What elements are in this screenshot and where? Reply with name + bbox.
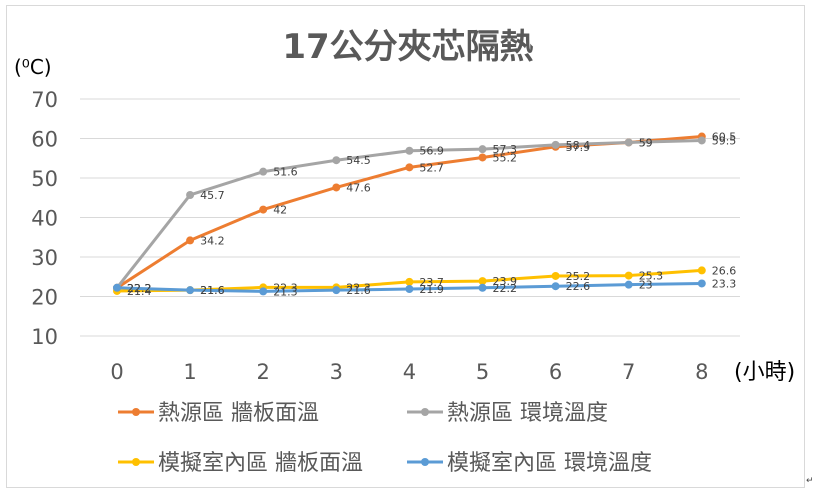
series-line: [116, 135, 702, 290]
data-point: [259, 205, 268, 214]
data-label: 21.9: [419, 283, 444, 296]
data-point: [186, 236, 195, 245]
paragraph-mark: ↵: [806, 476, 813, 486]
legend-label: 模擬室內區 環境溫度: [447, 451, 652, 476]
data-label: 21.6: [200, 284, 225, 297]
data-label: 57.3: [493, 143, 518, 156]
series-group: 22.2 45.7 51.6 54.5 56.9 57.3 58.4 59 59.5: [113, 134, 737, 295]
x-tick-label: 1: [183, 360, 196, 384]
data-point: [186, 190, 195, 199]
data-label: 26.6: [712, 264, 737, 277]
data-label: 51.6: [273, 166, 298, 179]
legend-entry: 熱源區 牆板面溫: [118, 401, 319, 426]
data-label: 55.2: [493, 151, 518, 164]
legend-label: 熱源區 環境溫度: [447, 401, 608, 426]
x-axis-unit-label: (小時): [734, 360, 795, 385]
data-label: 52.7: [419, 161, 444, 174]
data-label: 25.3: [639, 270, 664, 283]
data-label: 21.3: [273, 285, 298, 298]
data-point: [332, 156, 341, 165]
x-tick-label: 6: [549, 360, 562, 384]
legend-swatch-marker: [421, 458, 429, 466]
x-tick-label: 4: [403, 360, 416, 384]
data-point: [259, 167, 268, 176]
x-tick-label: 3: [330, 360, 343, 384]
data-label: 56.9: [419, 145, 444, 158]
data-label: 21.6: [346, 284, 371, 297]
data-label: 22.2: [127, 282, 152, 295]
legend-entry: 模擬室內區 環境溫度: [407, 451, 652, 476]
legend-entry: 熱源區 環境溫度: [407, 401, 608, 426]
x-tick-label: 7: [622, 360, 635, 384]
y-tick-label: 70: [31, 88, 58, 112]
data-label: 23: [639, 279, 653, 292]
data-point: [478, 145, 487, 154]
data-point: [551, 140, 560, 149]
data-label: 23.3: [712, 277, 737, 290]
series-line: [115, 138, 702, 289]
y-tick-label: 10: [31, 325, 58, 349]
y-tick-label: 50: [31, 167, 58, 191]
series-group: 22.2 21.6 21.3 21.6 21.9 22.2 22.6 23 23.3: [113, 277, 736, 298]
data-point: [478, 283, 487, 292]
legend-label: 熱源區 牆板面溫: [158, 401, 319, 426]
y-tick-label: 30: [31, 246, 58, 270]
data-point: [332, 183, 341, 192]
legend-swatch-marker: [132, 408, 140, 416]
x-tick-label: 8: [695, 360, 708, 384]
data-label: 22.2: [493, 282, 518, 295]
x-tick-label: 0: [110, 360, 123, 384]
y-axis-unit-label: (⁰C): [14, 55, 52, 79]
legend-entry: 模擬室內區 牆板面溫: [118, 451, 363, 476]
data-point: [697, 266, 706, 275]
data-label: 60.5: [712, 131, 737, 144]
data-point: [624, 138, 633, 147]
data-label: 22.6: [566, 280, 591, 293]
data-point: [697, 136, 706, 145]
y-tick-label: 40: [31, 207, 58, 231]
gridlines: [80, 98, 740, 337]
chart-frame: [6, 5, 805, 488]
data-label: 59: [639, 136, 653, 149]
data-label: 58.4: [566, 139, 591, 152]
y-tick-label: 20: [31, 286, 58, 310]
data-point: [405, 277, 414, 286]
data-point: [624, 271, 633, 280]
data-point: [259, 287, 268, 296]
chart-title: 17公分夾芯隔熱: [282, 27, 533, 67]
data-label: 45.7: [200, 189, 225, 202]
data-point: [624, 280, 633, 289]
data-label: 34.2: [200, 234, 225, 247]
data-label: 23.7: [419, 276, 444, 289]
legend-label: 模擬室內區 牆板面溫: [158, 451, 363, 476]
data-label: 47.6: [346, 181, 371, 194]
data-point: [405, 163, 414, 172]
data-point: [332, 286, 341, 295]
data-point: [405, 284, 414, 293]
data-point: [551, 282, 560, 291]
data-point: [551, 271, 560, 280]
data-point: [697, 279, 706, 288]
data-point: [478, 153, 487, 162]
legend-swatch-marker: [421, 408, 429, 416]
data-point: [186, 286, 195, 295]
data-point: [478, 277, 487, 286]
data-label: 54.5: [346, 154, 371, 167]
y-axis-ticks: 10 20 30 40 50 60 70: [31, 88, 58, 349]
y-tick-label: 60: [31, 128, 58, 152]
data-label: 23.9: [493, 275, 518, 288]
data-label: 42: [273, 204, 287, 217]
x-tick-label: 2: [257, 360, 270, 384]
x-axis-ticks: 0 1 2 3 4 5 6 7 8: [110, 360, 708, 384]
x-tick-label: 5: [476, 360, 489, 384]
data-label: 25.2: [566, 270, 591, 283]
data-point: [113, 283, 121, 292]
data-point: [405, 146, 414, 155]
legend-swatch-marker: [132, 458, 140, 466]
data-label: 59.5: [712, 134, 737, 147]
